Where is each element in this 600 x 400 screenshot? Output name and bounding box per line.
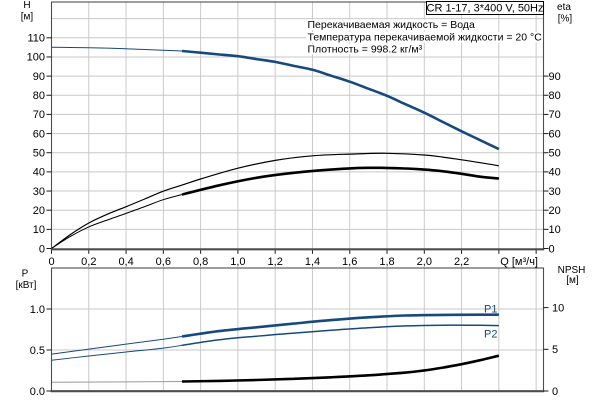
svg-text:Плотность = 998.2 кг/м³: Плотность = 998.2 кг/м³	[308, 44, 423, 56]
svg-text:[м]: [м]	[566, 275, 579, 286]
svg-text:100: 100	[27, 52, 45, 64]
svg-text:0: 0	[549, 243, 555, 255]
svg-text:2,2: 2,2	[454, 256, 469, 268]
svg-text:70: 70	[549, 109, 561, 121]
svg-text:0: 0	[552, 386, 558, 398]
svg-text:30: 30	[549, 186, 561, 198]
svg-text:1.0: 1.0	[30, 304, 45, 316]
svg-text:30: 30	[33, 186, 45, 198]
svg-text:40: 40	[549, 167, 561, 179]
svg-text:20: 20	[33, 205, 45, 217]
svg-text:Температура перекачиваемой жид: Температура перекачиваемой жидкости = 20…	[308, 32, 543, 44]
svg-text:1,4: 1,4	[305, 256, 320, 268]
svg-text:60: 60	[549, 128, 561, 140]
svg-text:10: 10	[549, 224, 561, 236]
svg-text:[%]: [%]	[558, 14, 573, 25]
svg-text:90: 90	[549, 71, 561, 83]
svg-text:80: 80	[549, 90, 561, 102]
svg-text:50: 50	[549, 148, 561, 160]
svg-text:1,6: 1,6	[342, 256, 357, 268]
svg-text:0,2: 0,2	[81, 256, 96, 268]
svg-text:0,8: 0,8	[193, 256, 208, 268]
svg-text:P: P	[22, 269, 29, 280]
svg-text:10: 10	[33, 224, 45, 236]
svg-text:0,4: 0,4	[118, 256, 133, 268]
svg-text:0: 0	[39, 243, 45, 255]
svg-text:60: 60	[33, 128, 45, 140]
svg-text:2,0: 2,0	[417, 256, 432, 268]
svg-text:Перекачиваемая жидкость = Вода: Перекачиваемая жидкость = Вода	[308, 19, 475, 31]
svg-text:Q [м³/ч]: Q [м³/ч]	[500, 256, 538, 268]
svg-text:[м]: [м]	[21, 12, 34, 23]
svg-text:CR 1-17, 3*400 V, 50Hz: CR 1-17, 3*400 V, 50Hz	[427, 3, 544, 15]
svg-text:H: H	[23, 0, 30, 11]
svg-text:90: 90	[33, 71, 45, 83]
svg-text:P1: P1	[484, 304, 497, 316]
svg-text:5: 5	[552, 344, 558, 356]
svg-text:1,2: 1,2	[268, 256, 283, 268]
svg-text:NPSH: NPSH	[558, 265, 586, 276]
svg-text:110: 110	[27, 33, 45, 45]
svg-text:0.0: 0.0	[30, 386, 45, 398]
svg-text:20: 20	[549, 205, 561, 217]
svg-text:0,6: 0,6	[156, 256, 171, 268]
svg-text:70: 70	[33, 109, 45, 121]
svg-text:1,8: 1,8	[379, 256, 394, 268]
svg-text:50: 50	[33, 148, 45, 160]
svg-text:1,0: 1,0	[230, 256, 245, 268]
svg-text:[кВт]: [кВт]	[16, 280, 37, 291]
svg-text:40: 40	[33, 167, 45, 179]
svg-text:0.5: 0.5	[30, 345, 45, 357]
svg-text:0: 0	[48, 256, 54, 268]
svg-text:80: 80	[33, 90, 45, 102]
svg-text:10: 10	[552, 302, 564, 314]
svg-text:eta: eta	[557, 2, 571, 13]
svg-text:P2: P2	[484, 329, 497, 341]
